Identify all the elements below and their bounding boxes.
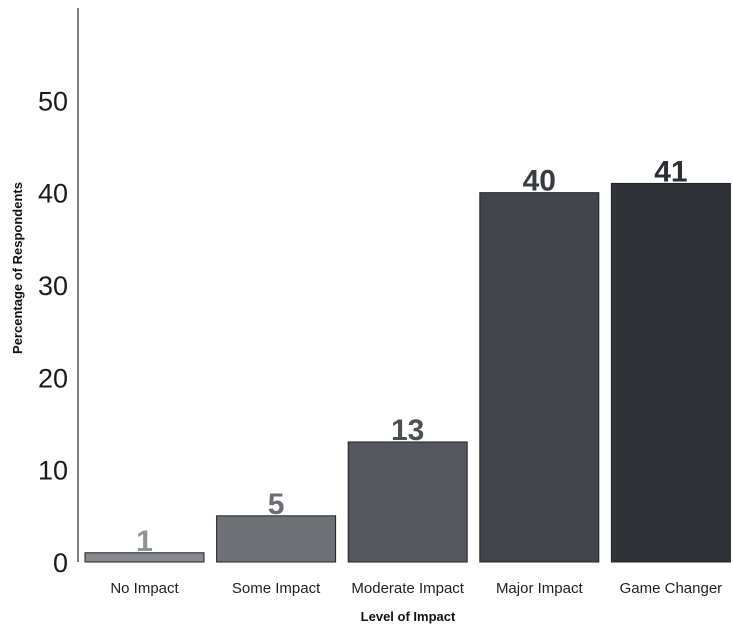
bar: [610, 182, 731, 563]
bar: [347, 441, 468, 563]
data-label: 40: [523, 165, 556, 198]
data-label: 5: [268, 488, 285, 521]
y-tick-label: 20: [38, 363, 68, 393]
data-label: 41: [654, 155, 687, 188]
data-label: 1: [136, 525, 153, 558]
x-tick-label: Major Impact: [496, 580, 584, 597]
x-tick-label: Game Changer: [620, 580, 723, 597]
x-tick-label: No Impact: [110, 580, 179, 597]
data-labels: 1 5 13 40 41: [136, 155, 687, 557]
bars: [84, 182, 731, 563]
y-tick-label: 10: [38, 456, 68, 486]
x-tick-label: Moderate Impact: [351, 580, 464, 597]
y-tick-label: 50: [38, 86, 68, 116]
bar: [84, 552, 205, 563]
bar: [216, 515, 337, 563]
y-axis-ticks: 0 10 20 30 40 50: [38, 86, 68, 578]
y-axis-title: Percentage of Respondents: [10, 182, 25, 354]
y-tick-label: 30: [38, 271, 68, 301]
x-axis-tick-labels: No Impact Some Impact Moderate Impact Major…: [110, 580, 722, 597]
data-label: 13: [391, 414, 424, 447]
y-tick-label: 40: [38, 179, 68, 209]
bar: [479, 192, 600, 563]
y-tick-label: 0: [53, 548, 68, 578]
x-axis-title: Level of Impact: [361, 609, 456, 624]
x-tick-label: Some Impact: [232, 580, 321, 597]
